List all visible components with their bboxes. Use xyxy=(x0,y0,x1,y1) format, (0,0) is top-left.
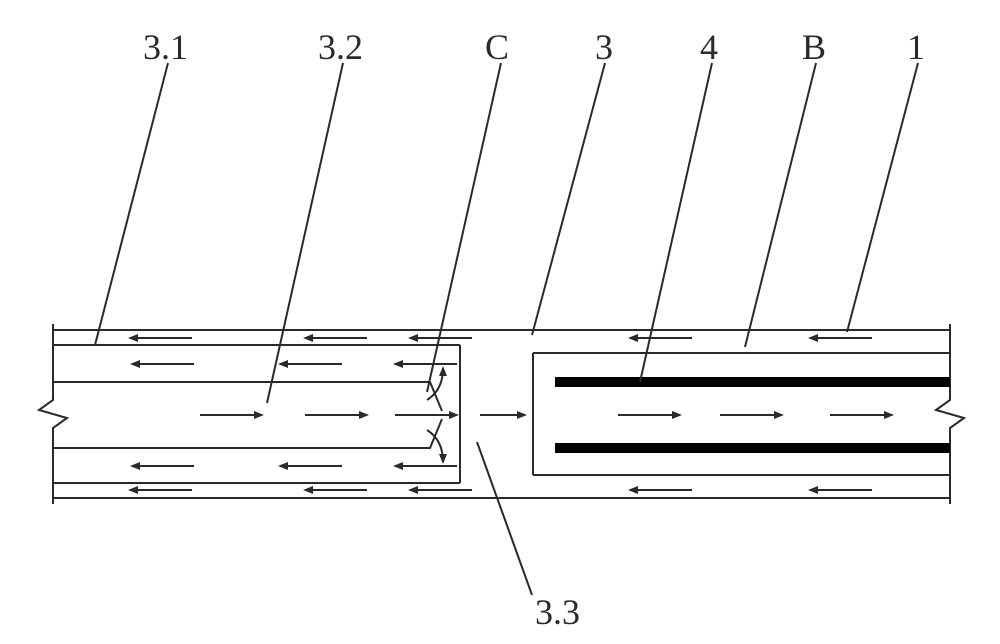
label-l4: 4 xyxy=(700,27,718,67)
label-l33: 3.3 xyxy=(535,592,580,632)
label-l32: 3.2 xyxy=(318,27,363,67)
diagram-canvas: 3.1 3.2 C 3 4 B 1 3.3 xyxy=(0,0,1000,644)
label-l3: 3 xyxy=(595,27,613,67)
flow-arrows xyxy=(130,338,892,490)
label-l1: 1 xyxy=(907,27,925,67)
label-lB: B xyxy=(802,27,826,67)
label-l31: 3.1 xyxy=(143,27,188,67)
label-lC: C xyxy=(485,27,509,67)
